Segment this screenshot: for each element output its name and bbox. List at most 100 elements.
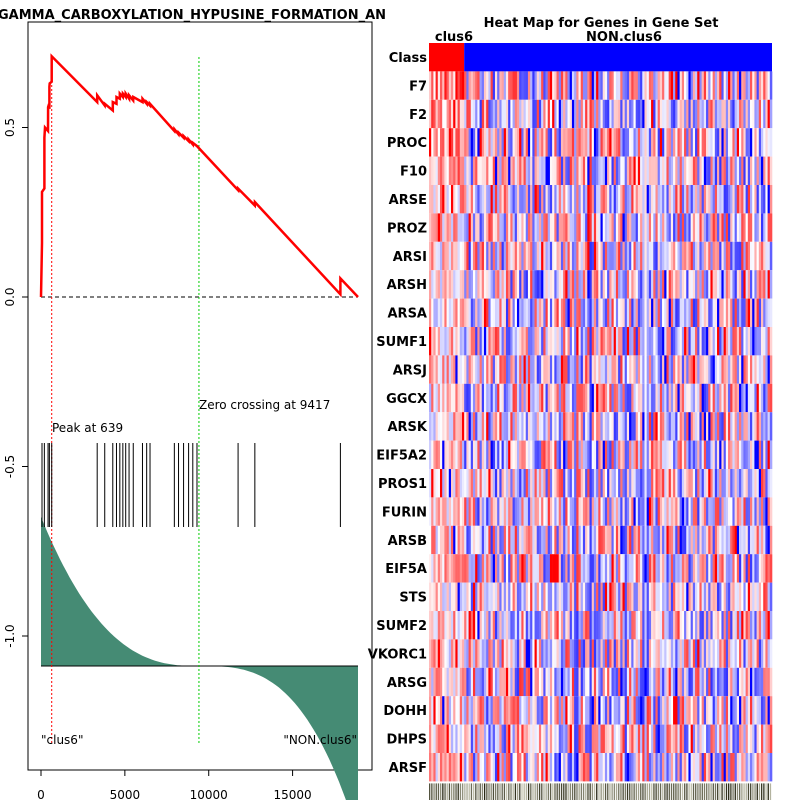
heatmap-cell [450,497,454,526]
heatmap-cell [461,241,465,271]
heatmap-cell [554,270,557,299]
heatmap-cell [686,611,689,640]
heatmap-cell [684,213,687,242]
heatmap-cell [563,327,566,356]
heatmap-cell [745,327,749,356]
heatmap-cell [433,724,436,753]
heatmap-cell [728,355,731,384]
heatmap-cell [591,667,595,697]
heatmap-cell [530,753,533,782]
heatmap-cell [719,156,722,185]
heatmap-cell [629,611,632,640]
heatmap-cell [510,185,513,214]
heatmap-cell [593,525,597,555]
heatmap-cell [492,128,496,157]
heatmap-cell [503,99,507,129]
heatmap-cell [635,440,639,469]
heatmap-cell [521,497,524,526]
heatmap-cell [752,667,755,697]
heatmap-cell [459,412,463,441]
heatmap-cell [640,71,643,100]
heatmap-cell [501,213,505,242]
heatmap-cell [521,753,524,782]
sample-label-mark [459,783,462,800]
heatmap-cell [675,582,678,611]
heatmap-cell [439,383,443,413]
sample-label-mark [547,783,550,800]
heatmap-cell [679,667,683,697]
heatmap-cell [563,270,566,299]
heatmap-cell [543,696,546,725]
heatmap-cell [444,383,447,413]
heatmap-cell [618,355,621,384]
heatmap-cell [611,412,614,441]
heatmap-cell [629,724,632,753]
heatmap-cell [466,440,469,469]
heatmap-cell [468,185,472,214]
heatmap-cell [600,753,603,782]
heatmap-cell [560,156,564,185]
heatmap-cell [721,696,724,725]
heatmap-cell [690,327,694,356]
heatmap-cell [728,582,731,611]
heatmap-cell [569,412,573,441]
heatmap-cell [677,667,680,697]
heatmap-cell [576,696,579,725]
heatmap-cell [486,327,489,356]
heatmap-cell [662,611,665,640]
heatmap-cell [611,582,614,611]
heatmap-cell [472,525,476,555]
heatmap-cell [712,241,716,271]
heatmap-cell [516,213,520,242]
heatmap-cell [510,469,513,498]
sample-label-mark [448,783,451,800]
heatmap-cell [684,753,687,782]
heatmap-cell [624,497,628,526]
heatmap-cell [745,696,749,725]
heatmap-cell [673,270,676,299]
heatmap-cell [708,156,711,185]
heatmap-cell [644,582,647,611]
heatmap-cell [505,440,509,469]
heatmap-cell [695,241,698,271]
heatmap-cell [545,440,549,469]
heatmap-cell [690,355,694,384]
heatmap-cell [752,156,755,185]
heatmap-cell [503,497,507,526]
heatmap-cell [721,554,724,583]
heatmap-cell [752,412,755,441]
heatmap-cell [626,554,630,583]
heatmap-cell [604,71,608,100]
heatmap-cell [615,469,619,498]
heatmap-cell [675,554,678,583]
heatmap-cell [635,99,639,129]
heatmap-cell [536,298,540,327]
sample-label-mark [657,783,659,800]
heatmap-cell [571,71,575,100]
heatmap-cell [490,440,494,469]
heatmap-cell [624,667,628,697]
heatmap-cell [692,412,696,441]
heatmap-cell [642,185,645,214]
heatmap-cell [470,639,474,668]
heatmap-cell [521,469,524,498]
heatmap-cell [701,639,705,668]
heatmap-cell [769,156,773,185]
heatmap-cell [455,298,458,327]
heatmap-cell [609,667,612,697]
heatmap-cell [723,128,727,157]
heatmap-cell [679,469,683,498]
heatmap-cell [505,383,509,413]
heatmap-cell [734,696,738,725]
heatmap-cell [629,185,632,214]
heatmap-cell [620,497,623,526]
heatmap-cell [754,525,757,555]
heatmap-cell [503,554,507,583]
heatmap-cell [543,128,546,157]
heatmap-cell [468,639,472,668]
heatmap-cell [444,270,447,299]
heatmap-cell [686,696,689,725]
heatmap-cell [633,156,636,185]
heatmap-cell [622,241,625,271]
heatmap-cell [607,185,610,214]
